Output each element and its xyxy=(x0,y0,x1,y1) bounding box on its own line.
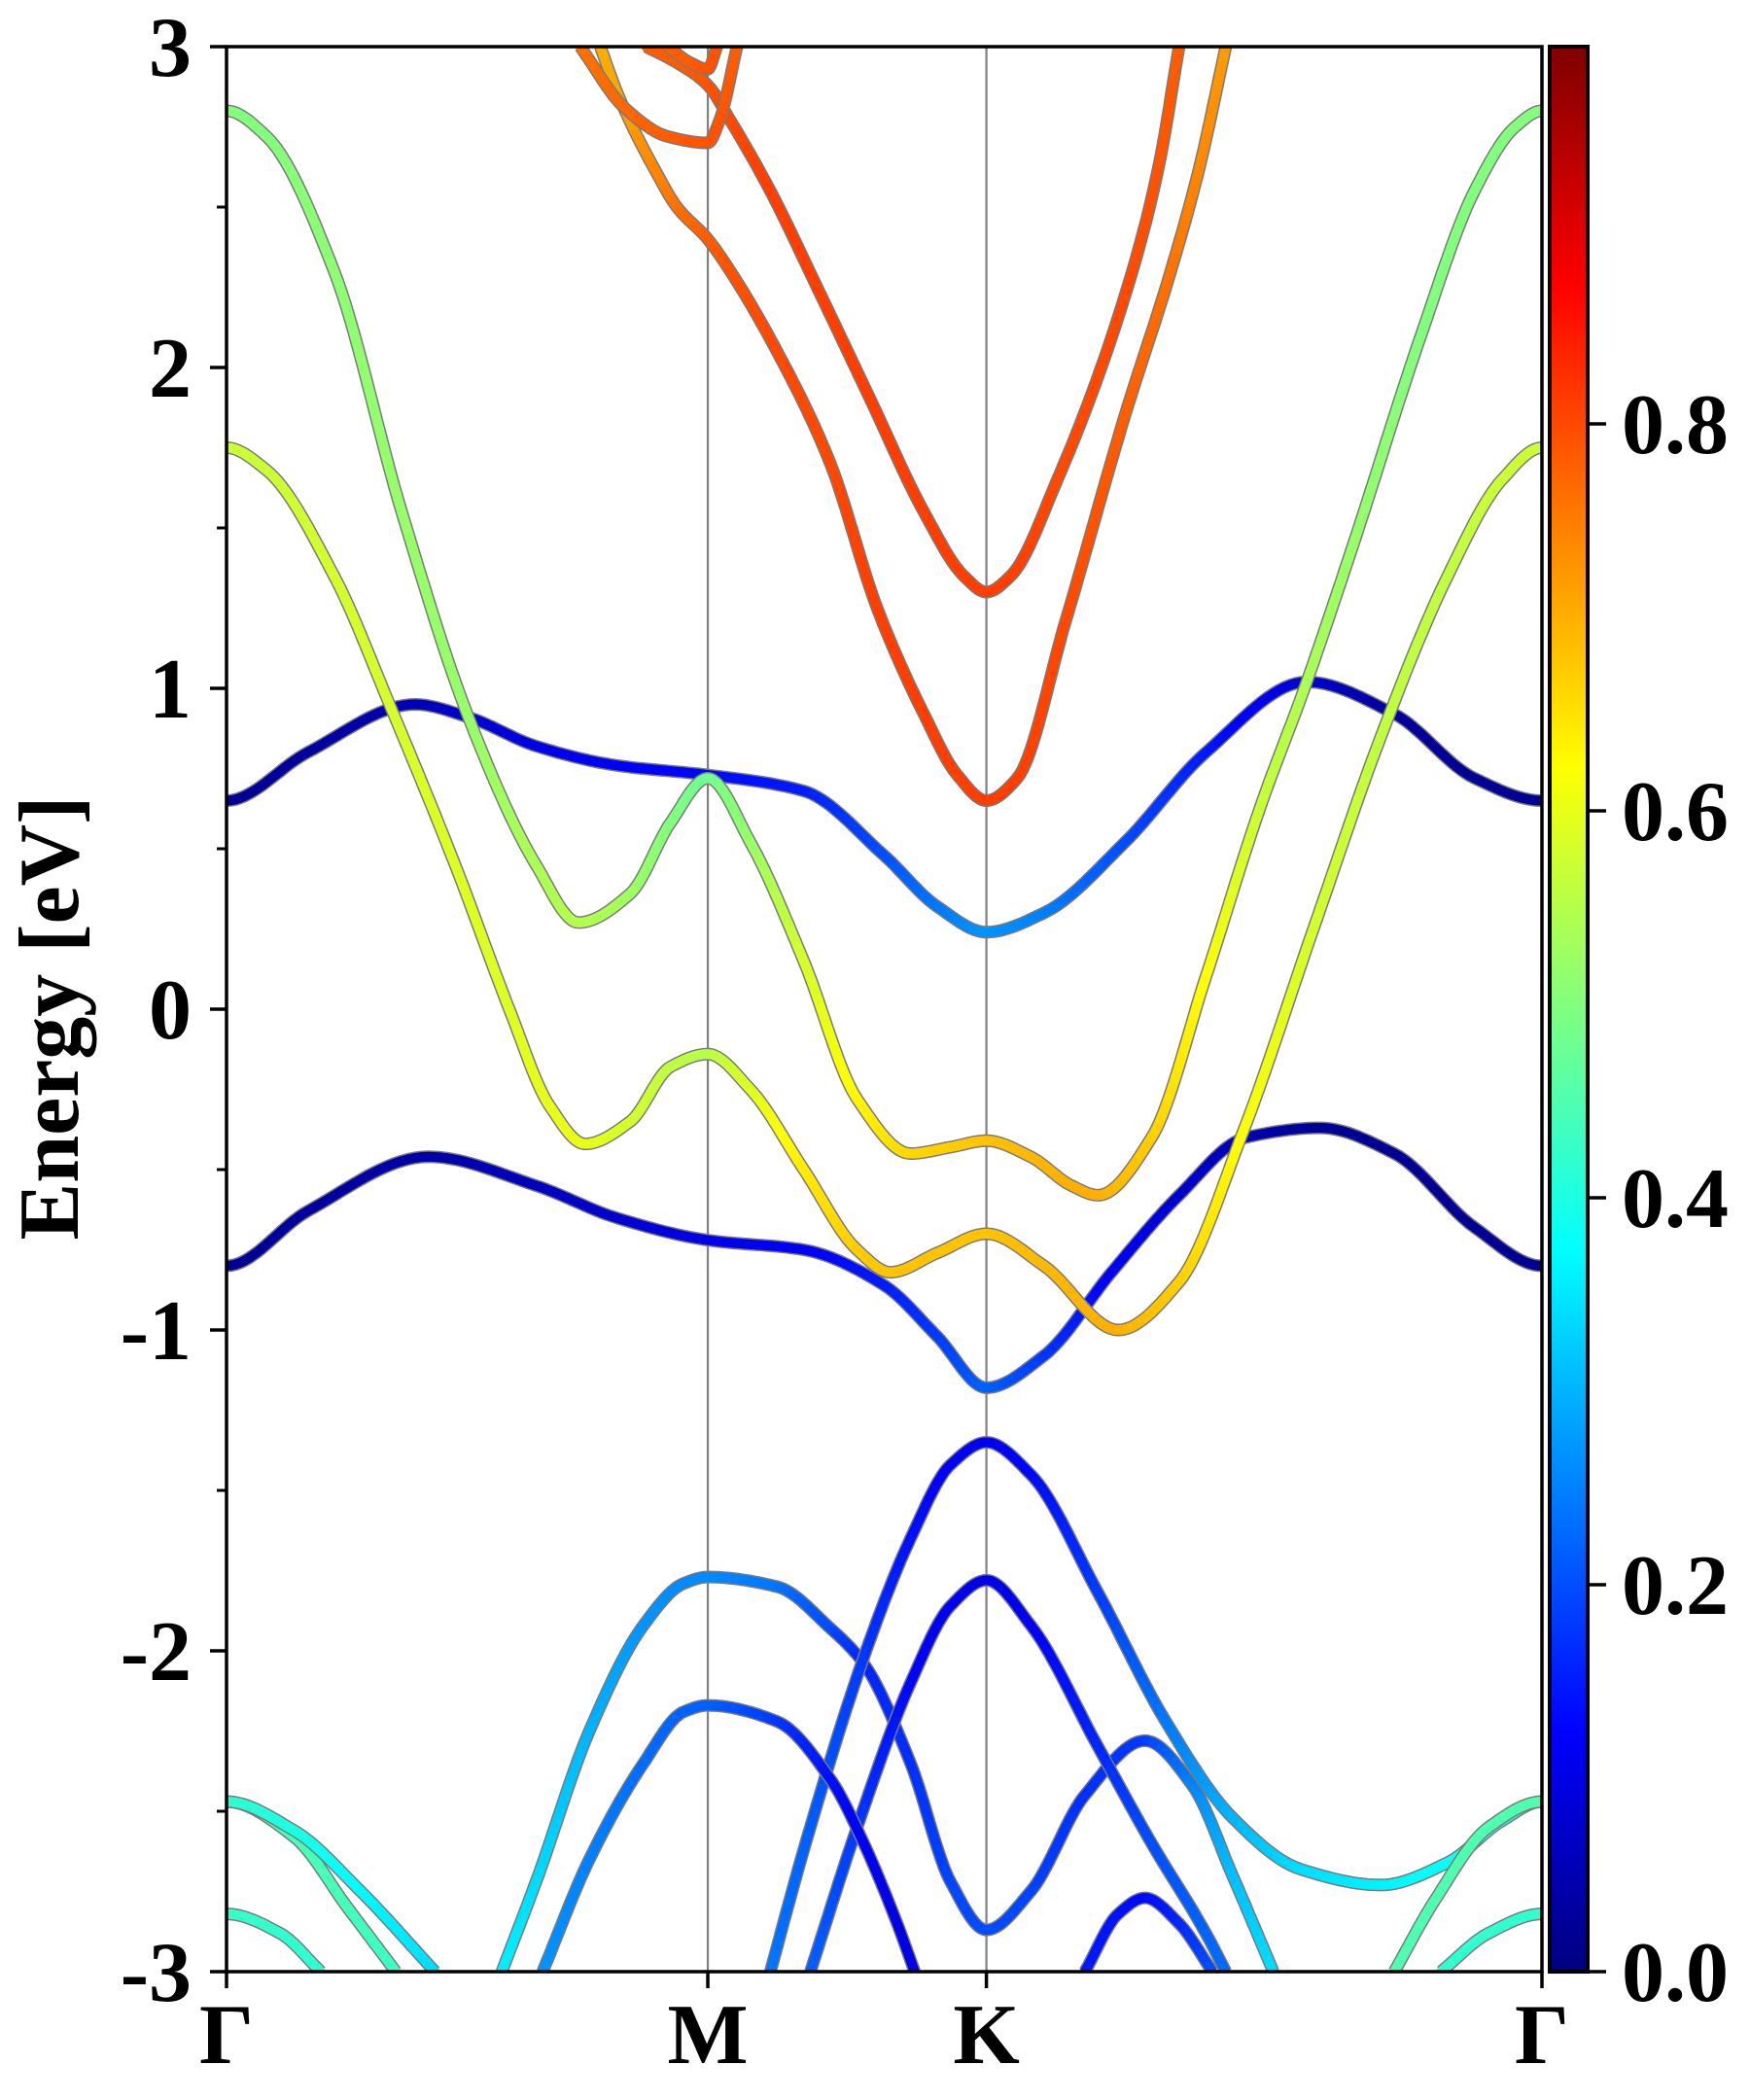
band-line xyxy=(227,1795,402,1972)
band-line xyxy=(537,1698,921,1972)
band-line xyxy=(227,1121,1542,1394)
colorbar-tick-label: 0.8 xyxy=(1622,378,1729,472)
band-line xyxy=(227,1908,326,1972)
x-tick-label: M xyxy=(668,1988,749,2082)
colorbar-tick-label: 0.4 xyxy=(1622,1152,1729,1246)
colorbar-gradient xyxy=(1548,45,1590,1974)
band-line xyxy=(227,675,1542,939)
high-symmetry-lines xyxy=(706,47,988,1972)
y-tick-label: -3 xyxy=(121,1926,192,2020)
x-tick-label: K xyxy=(953,1988,1019,2082)
bands xyxy=(227,47,1542,1972)
band-line xyxy=(1079,1891,1218,1972)
band-line xyxy=(641,47,1186,599)
y-tick-label: 3 xyxy=(149,1,192,95)
y-tick-label: 2 xyxy=(149,322,192,416)
band-line xyxy=(662,47,723,76)
plot-area xyxy=(227,47,1542,1972)
y-tick-label: 1 xyxy=(149,643,192,737)
band-line xyxy=(227,441,1542,1337)
band-line xyxy=(1388,1795,1542,1972)
x-tick-label: Γ xyxy=(1515,1988,1569,2082)
x-tick-label: Γ xyxy=(199,1988,254,2082)
y-tick-label: -1 xyxy=(121,1284,192,1379)
band-line xyxy=(227,104,1542,1202)
colorbar-tick-label: 0.0 xyxy=(1622,1926,1729,2020)
colorbar-ticks: 0.0 0.2 0.4 0.6 0.8 xyxy=(1590,378,1729,2020)
y-axis: -3 -2 -1 0 1 2 3 xyxy=(121,1,227,2020)
band-line xyxy=(496,1570,1279,1972)
band-line xyxy=(1436,1908,1542,1972)
y-axis-label: Energy [eV] xyxy=(3,796,97,1241)
colorbar: 0.0 0.2 0.4 0.6 0.8 xyxy=(1548,45,1729,2020)
colorbar-tick-label: 0.2 xyxy=(1622,1539,1729,1633)
band-line xyxy=(227,1795,440,1972)
y-tick-label: 0 xyxy=(149,963,192,1058)
y-tick-label: -2 xyxy=(121,1605,192,1699)
colorbar-tick-label: 0.6 xyxy=(1622,765,1729,859)
